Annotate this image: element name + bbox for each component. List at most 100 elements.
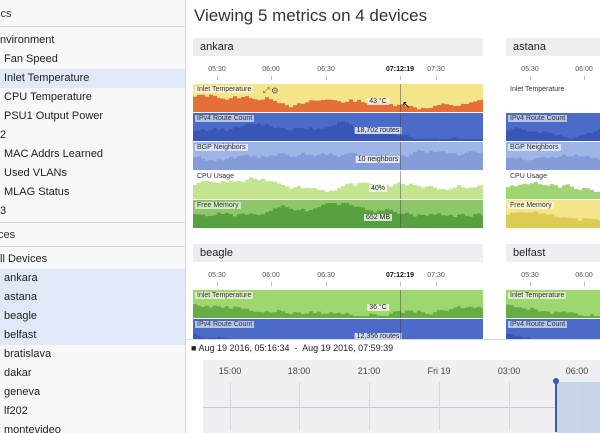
tick-label: 06:00 — [575, 66, 593, 73]
tick-label: 06:30 — [317, 66, 335, 73]
time-axis: 05:30 06:00 06:30 07:12:19 07:30 — [193, 56, 483, 84]
tree-item-label: astana — [4, 291, 38, 303]
timeline-tick-mark — [509, 382, 510, 430]
metric-strip[interactable]: Inlet Temperature 36 °C — [193, 290, 483, 319]
metrics-section-header[interactable]: ics — [0, 8, 12, 20]
metric-sparkline — [506, 127, 600, 141]
timeline-selection[interactable] — [557, 382, 600, 433]
tree-item[interactable]: belfast — [0, 326, 185, 345]
tree-item[interactable]: bratislava — [0, 345, 185, 364]
metric-area — [506, 97, 600, 112]
tick-mark — [400, 76, 401, 80]
metric-sparkline — [193, 150, 483, 170]
metric-value: 43 °C — [367, 98, 389, 105]
tick-label: 05:30 — [521, 272, 539, 279]
tree-item-label: geneva — [4, 386, 41, 398]
tick-mark — [217, 282, 218, 286]
tree-item-label: MLAG Status — [4, 186, 70, 198]
tick-label: 06:00 — [262, 272, 280, 279]
metric-value: 12,356 routes — [354, 333, 402, 340]
tree-item-label: bratislava — [4, 348, 52, 360]
metric-strip[interactable]: CPU Usage 40% — [193, 171, 483, 200]
tree-item[interactable]: ll Devices — [0, 250, 185, 269]
metric-name: IPv4 Route Count — [195, 321, 255, 328]
tree-item-label: Used VLANs — [4, 167, 67, 179]
timeline-handle-line[interactable] — [555, 382, 557, 432]
metric-value: 36 °C — [367, 304, 389, 311]
tick-label: 05:30 — [208, 272, 226, 279]
range-end: Aug 19 2016, 07:59:39 — [302, 343, 394, 353]
tree-item[interactable]: nvironment — [0, 31, 185, 50]
panel-title[interactable]: ankara — [193, 38, 483, 56]
time-cursor — [400, 113, 401, 141]
tick-mark — [530, 282, 531, 286]
tree-item-label: CPU Temperature — [4, 91, 92, 103]
time-cursor — [400, 319, 401, 347]
tree-item[interactable]: PSU1 Output Power — [0, 107, 185, 126]
metric-area — [193, 177, 483, 199]
time-axis: 05:30 06:00 06:30 07:12:19 07:30 — [193, 262, 483, 290]
device-panel-astana: astana 05:30 06:00 Inlet Temperature IPv4 Ro… — [506, 38, 600, 229]
tree-item[interactable]: beagle — [0, 307, 185, 326]
tree-item-label: nvironment — [0, 34, 55, 46]
time-cursor — [400, 290, 401, 318]
panel-title[interactable]: astana — [506, 38, 600, 56]
tree-item[interactable]: MAC Addrs Learned — [0, 145, 185, 164]
tree-item[interactable]: dakar — [0, 364, 185, 383]
timeline-tick-mark — [439, 382, 440, 430]
time-cursor — [400, 171, 401, 199]
divider — [0, 222, 185, 223]
tick-label: 07:30 — [427, 66, 445, 73]
metric-area — [506, 211, 600, 228]
expand-icon[interactable]: ⤢ ⚙ — [263, 86, 279, 95]
tree-item[interactable]: 3 — [0, 202, 185, 221]
tree-item[interactable]: montevideo — [0, 421, 185, 433]
metric-strip[interactable]: Free Memory 652 MB — [193, 200, 483, 229]
metric-strip[interactable]: Free Memory — [506, 200, 600, 229]
metric-strip[interactable]: Inlet Temperature — [506, 290, 600, 319]
timeline-tick-mark — [230, 382, 231, 430]
metric-area — [193, 203, 483, 228]
time-range-label: ■ Aug 19 2016, 05:16:34 - Aug 19 2016, 0… — [191, 343, 393, 353]
panel-title[interactable]: belfast — [506, 244, 600, 262]
panel-title[interactable]: beagle — [193, 244, 483, 262]
tree-item[interactable]: CPU Temperature — [0, 88, 185, 107]
tree-item[interactable]: 2 — [0, 126, 185, 145]
tree-item[interactable]: MLAG Status — [0, 183, 185, 202]
metric-sparkline — [193, 177, 483, 199]
tick-mark — [326, 282, 327, 286]
tree-item[interactable]: ankara — [0, 269, 185, 288]
tick-mark — [436, 76, 437, 80]
tick-label: 05:30 — [521, 66, 539, 73]
metric-strip[interactable]: BGP Neighbors 10 neighbors — [193, 142, 483, 171]
divider — [0, 26, 185, 27]
metric-strip[interactable]: Inlet Temperature 43 °C ⤢ ⚙ ↖ — [193, 84, 483, 113]
tree-item[interactable]: geneva — [0, 383, 185, 402]
metric-strip[interactable]: BGP Neighbors — [506, 142, 600, 171]
metric-name: CPU Usage — [195, 173, 236, 180]
metric-strip[interactable]: IPv4 Route Count — [506, 113, 600, 142]
tick-mark — [217, 76, 218, 80]
devices-section-header[interactable]: ces — [0, 229, 16, 241]
metric-strip[interactable]: CPU Usage — [506, 171, 600, 200]
tree-item[interactable]: Used VLANs — [0, 164, 185, 183]
divider — [0, 246, 185, 247]
timeline-handle[interactable] — [553, 378, 559, 384]
tree-item[interactable]: Fan Speed — [0, 50, 185, 69]
timeline[interactable]: ■ Aug 19 2016, 05:16:34 - Aug 19 2016, 0… — [187, 339, 600, 433]
metric-sparkline — [193, 203, 483, 228]
metric-strip[interactable]: IPv4 Route Count 18,702 routes — [193, 113, 483, 142]
metric-name: CPU Usage — [508, 173, 549, 180]
tree-item[interactable]: Inlet Temperature — [0, 69, 185, 88]
tree-item[interactable]: lf202 — [0, 402, 185, 421]
tree-item[interactable]: astana — [0, 288, 185, 307]
metric-sparkline — [506, 182, 600, 199]
metric-name: Free Memory — [195, 202, 241, 209]
timeline-track[interactable]: 15:00 18:00 21:00 Fri 19 03:00 06:00 — [203, 360, 600, 433]
metric-area — [193, 150, 483, 170]
timeline-tick-mark — [299, 382, 300, 430]
metric-strip[interactable]: Inlet Temperature — [506, 84, 600, 113]
tree-item-label: ll Devices — [0, 253, 48, 265]
metric-name: IPv4 Route Count — [195, 115, 255, 122]
